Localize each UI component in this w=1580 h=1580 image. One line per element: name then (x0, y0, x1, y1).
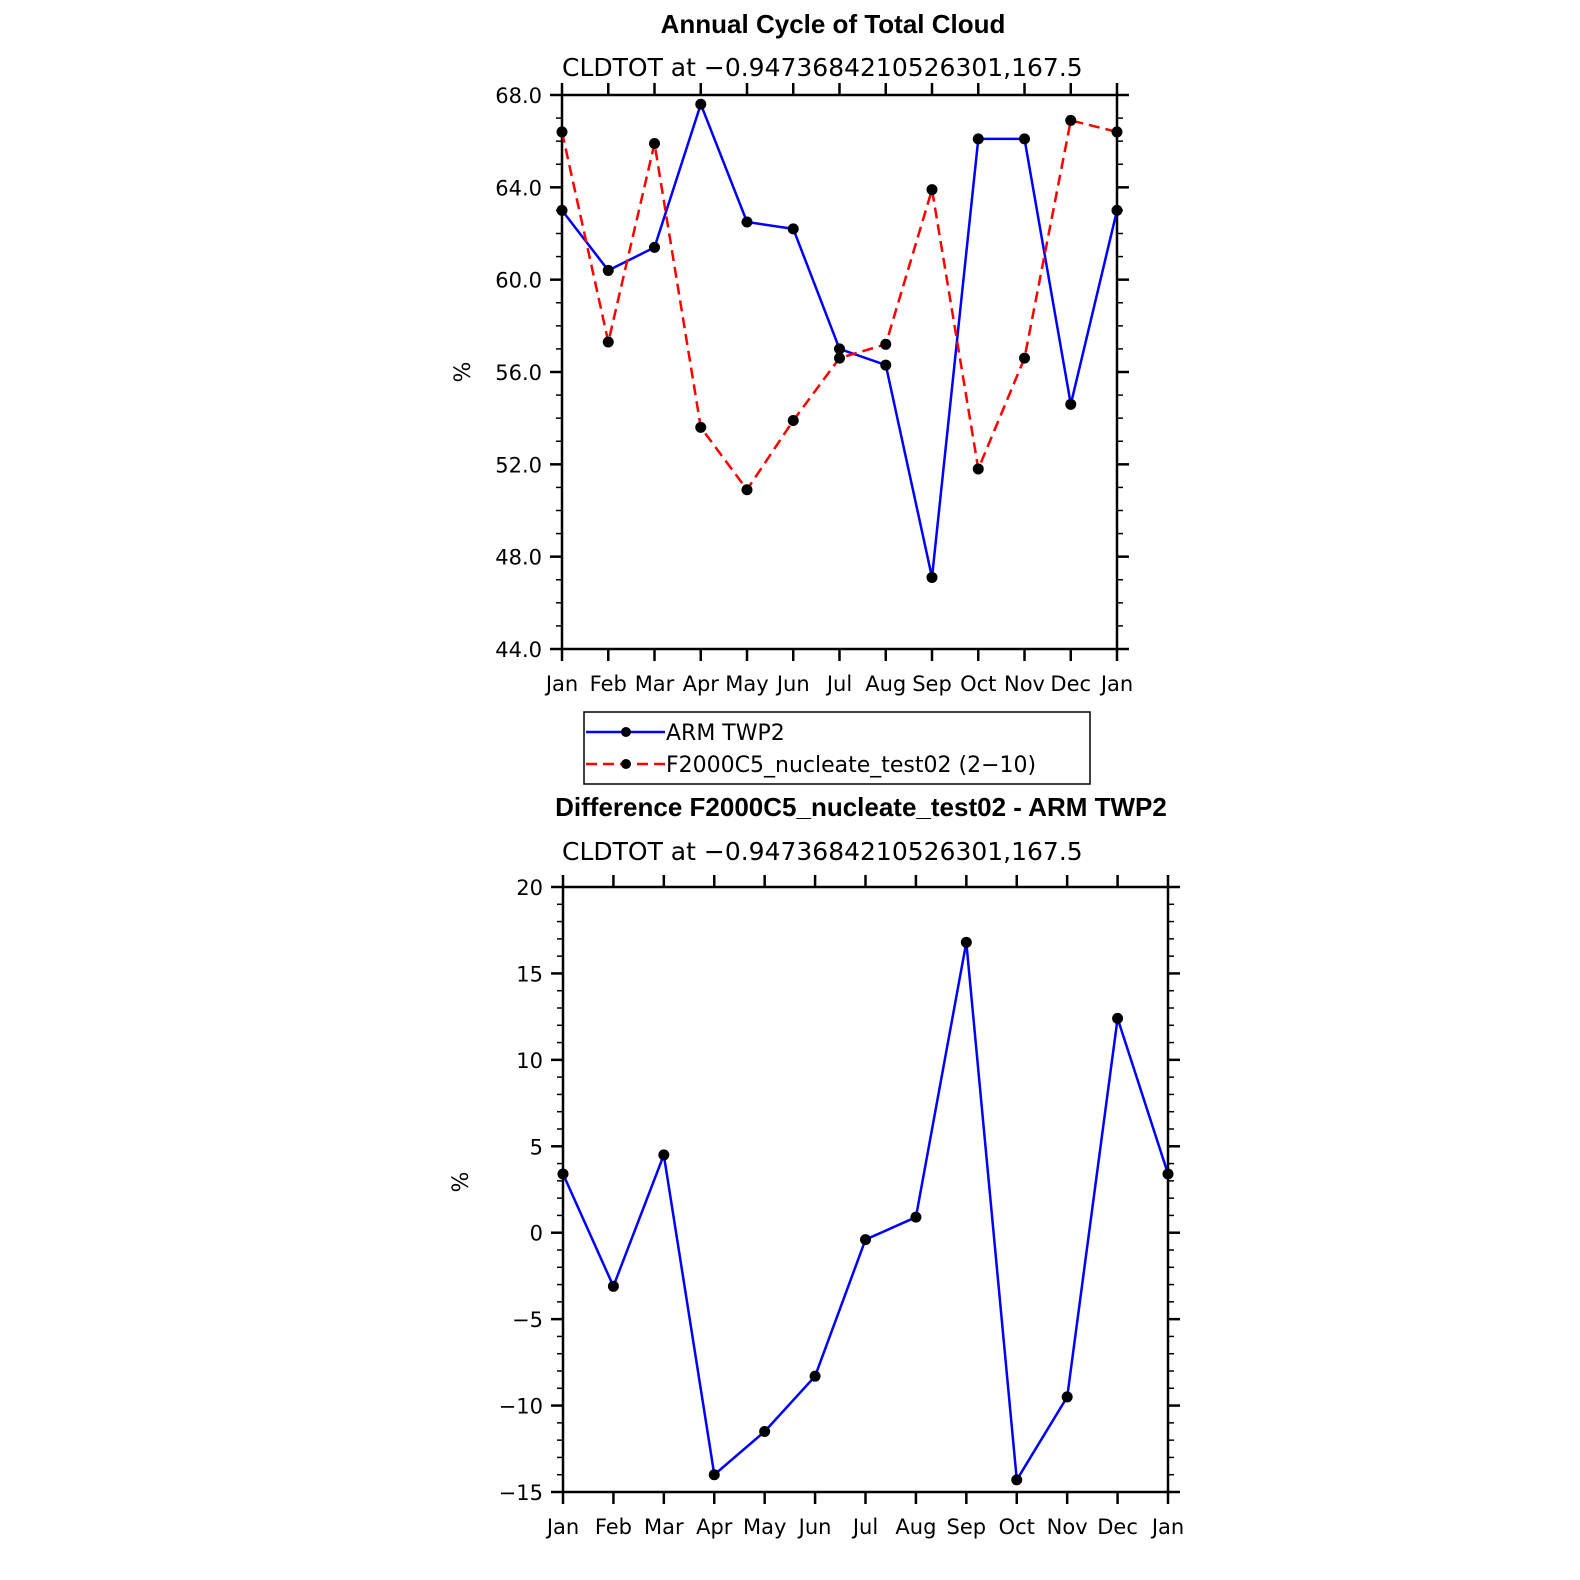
chart2-x-tick-label: Sep (947, 1515, 987, 1539)
chart1-series-0-line (561, 100, 1119, 578)
chart2-series-0-point (658, 1149, 670, 1161)
chart2-series-0-point (607, 1280, 619, 1292)
legend-marker-arm (621, 727, 631, 737)
chart1-x-tick-label: Jun (775, 672, 810, 696)
chart2-series-0-line (561, 942, 1170, 1484)
chart1-title: Annual Cycle of Total Cloud (661, 9, 1006, 39)
chart1-x-tick-label: Dec (1050, 672, 1091, 696)
chart1-series-0-point (695, 98, 707, 110)
chart2-series-0-point (910, 1211, 922, 1223)
chart1-series-1-line (560, 118, 1118, 492)
chart1-series-0-point (649, 241, 660, 253)
chart2-x-tick-label: May (743, 1515, 786, 1539)
chart1-series-1-point (972, 463, 984, 475)
chart2-y-tick-label: 0 (530, 1222, 543, 1246)
chart1-y-tick-label: 64.0 (495, 176, 542, 200)
chart2-y-tick-label: −10 (499, 1395, 543, 1419)
chart2-y-axis-label: % (449, 1172, 474, 1193)
chart2-x-tick-label: Dec (1097, 1515, 1138, 1539)
chart2-series-0-point (960, 936, 972, 948)
chart1-y-tick-label: 52.0 (495, 453, 542, 477)
chart2-series-0-point (1011, 1474, 1023, 1486)
chart1-y-tick-label: 44.0 (495, 638, 542, 662)
chart1-x-tick-label: Jan (544, 672, 578, 696)
chart2-x-tick-label: Oct (999, 1515, 1035, 1539)
chart1-series-0-point (787, 223, 799, 235)
chart2-subtitle: CLDTOT at −0.9473684210526301,167.5 (562, 837, 1083, 866)
chart2-y-tick-label: 5 (530, 1135, 543, 1159)
chart1-series-0-point (972, 133, 984, 145)
chart2-x-tick-label: Jul (851, 1515, 878, 1539)
chart1-series-1-point (695, 421, 707, 433)
chart2-series-0-point (1112, 1012, 1124, 1024)
chart1-y-tick-label: 68.0 (495, 84, 542, 108)
chart2-plot: −15 −10 −5 0 5 10 15 20 Jan Feb Mar Apr May Jun Jul Aug… (499, 875, 1184, 1539)
chart1-series-1-point (834, 352, 845, 364)
chart1-y-axis-label: % (451, 362, 476, 383)
chart1-x-tick-label: Feb (590, 672, 627, 696)
chart2-x-tick-label: Jun (797, 1515, 832, 1539)
chart1-series-1-point (602, 336, 614, 348)
chart1-series-1-point (926, 184, 938, 196)
chart1-series-1-point (1111, 126, 1123, 138)
chart1-y-tick-label: 56.0 (495, 361, 542, 385)
chart1-series-0-point (926, 571, 938, 583)
chart1-x-tick-label: Apr (683, 672, 720, 696)
chart2-x-tick-label: Nov (1047, 1515, 1088, 1539)
chart2-series-0-point (557, 1168, 569, 1180)
chart1-series-0-point (1111, 204, 1123, 216)
chart1-series-0-point (1019, 133, 1030, 145)
chart1-series-1-point (787, 414, 799, 426)
chart1-x-tick-label: Aug (865, 672, 906, 696)
chart2-y-tick-label: 20 (516, 876, 543, 900)
legend-label-model: F2000C5_nucleate_test02 (2−10) (666, 753, 1036, 778)
chart2-x-tick-label: Aug (895, 1515, 936, 1539)
chart1-x-tick-label: Nov (1004, 672, 1045, 696)
chart1-plot: 44.0 48.0 52.0 56.0 60.0 64.0 68.0 Jan Feb Mar Apr… (495, 83, 1133, 696)
chart2-x-tick-label: Jan (1150, 1515, 1184, 1539)
chart1-series-0-point (741, 216, 753, 228)
chart1-y-tick-label: 48.0 (495, 546, 542, 570)
chart2-series-0-point (809, 1370, 821, 1382)
chart2-title: Difference F2000C5_nucleate_test02 - ARM… (555, 792, 1167, 822)
chart1-subtitle: CLDTOT at −0.9473684210526301,167.5 (562, 53, 1083, 82)
chart1-x-tick-label: Sep (912, 672, 952, 696)
chart1-series-1-point (1065, 114, 1077, 126)
chart1-x-tick-label: Jul (825, 672, 852, 696)
chart2-x-tick-label: Feb (595, 1515, 632, 1539)
chart2-series-0-point (1061, 1391, 1073, 1403)
chart1-series-0-point (834, 343, 845, 355)
chart2-series-0-point (1162, 1168, 1174, 1180)
chart1-series-1-point (880, 338, 892, 350)
chart2-series-0-point (759, 1426, 771, 1437)
chart1-x-tick-label: Oct (960, 672, 996, 696)
legend-label-arm: ARM TWP2 (666, 721, 785, 746)
chart1-series-1-point (1019, 352, 1030, 364)
chart1-series-0-point (556, 204, 568, 216)
chart1-y-tick-label: 60.0 (495, 269, 542, 293)
legend-marker-model (621, 759, 631, 769)
chart2-series-0-point (708, 1469, 720, 1481)
chart1-series-1-point (556, 126, 568, 138)
chart2-y-tick-label: −5 (512, 1308, 543, 1332)
chart1-x-tick-label: Mar (635, 672, 675, 696)
chart2-x-tick-label: Mar (644, 1515, 684, 1539)
chart1-x-tick-label: Jan (1099, 672, 1133, 696)
legend-box (583, 711, 1091, 785)
chart2-plot-frame (561, 885, 1170, 1494)
chart1-series-1-point (649, 137, 660, 149)
chart2-y-tick-label: 10 (516, 1049, 543, 1073)
chart1-x-tick-label: May (725, 672, 768, 696)
chart2-y-tick-label: −15 (499, 1481, 543, 1505)
chart1-series-0-point (880, 359, 892, 371)
chart1-legend: ARM TWP2 F2000C5_nucleate_test02 (2−10) (583, 711, 1091, 785)
chart1-series-1-point (741, 484, 753, 496)
chart1-series-0-point (602, 264, 614, 276)
chart2-x-tick-label: Apr (696, 1515, 733, 1539)
chart1-series-0-point (1065, 398, 1077, 410)
chart2-series-0-point (860, 1234, 871, 1246)
chart2-x-tick-label: Jan (545, 1515, 579, 1539)
chart2-y-tick-label: 15 (516, 962, 543, 986)
